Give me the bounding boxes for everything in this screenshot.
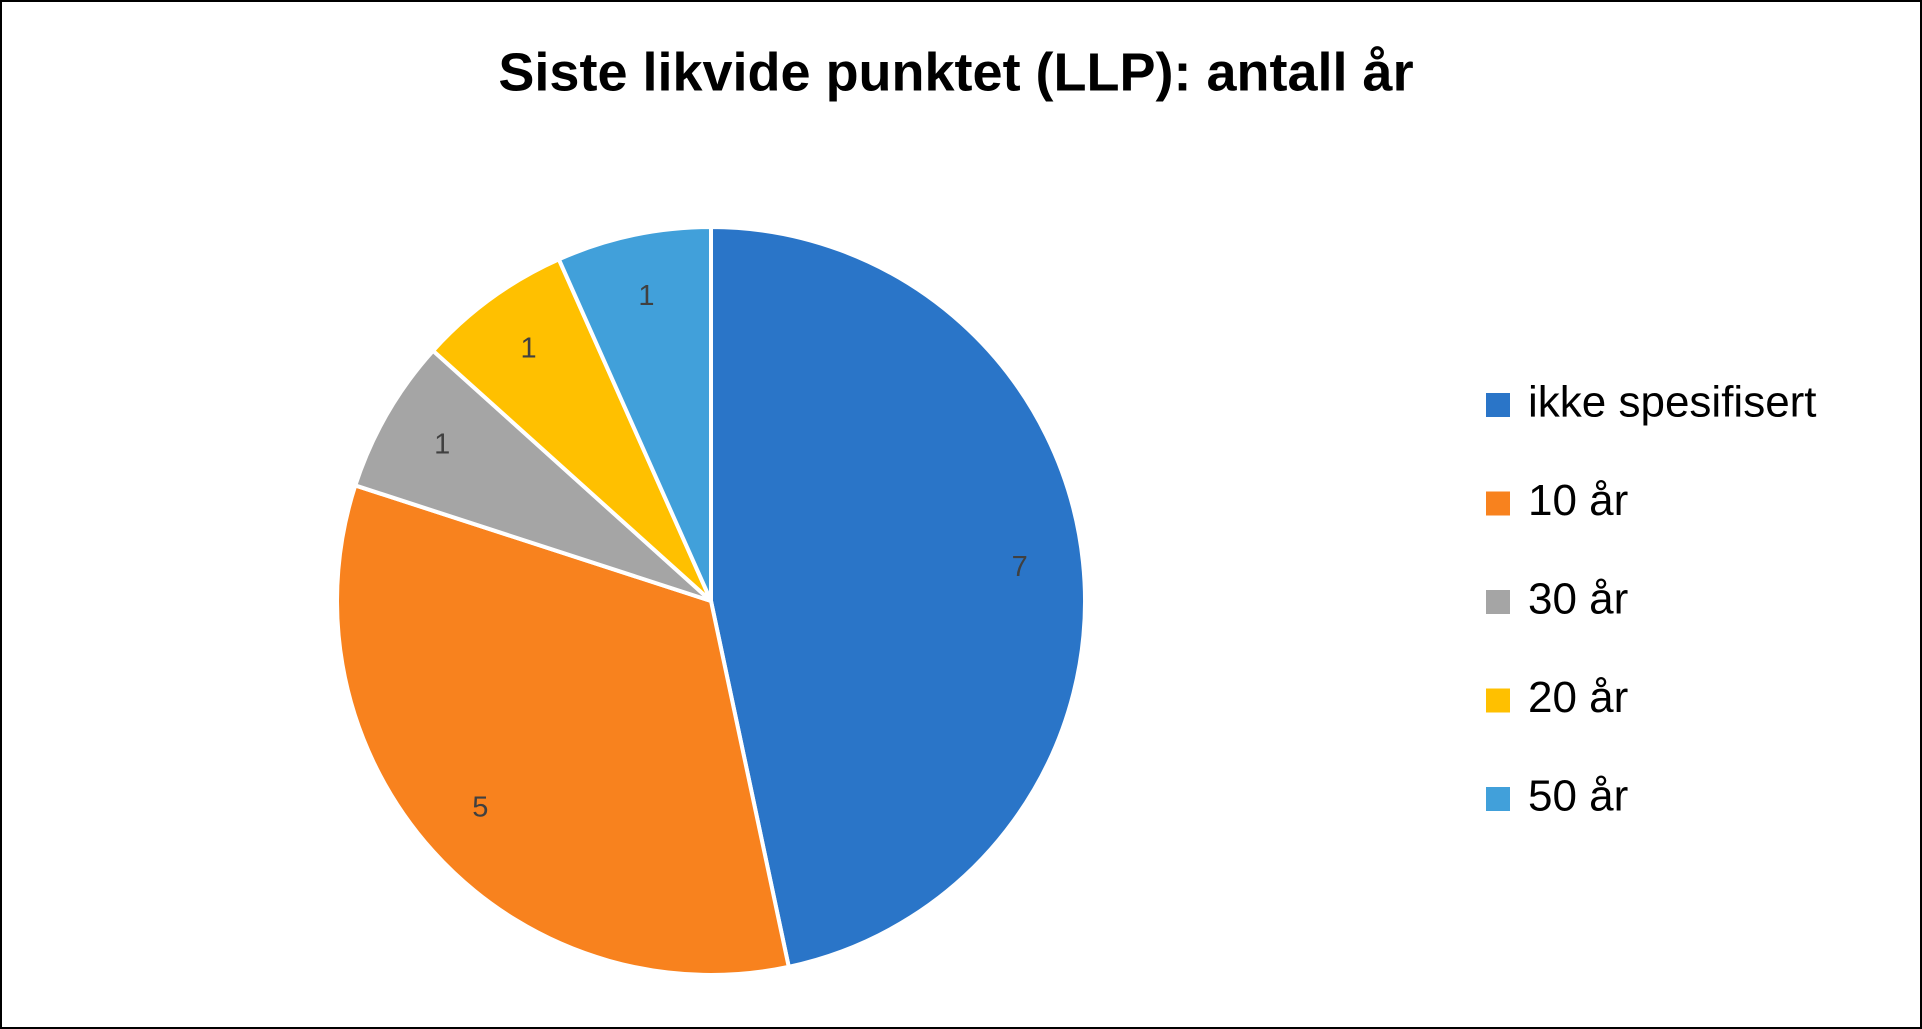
legend-swatch	[1486, 491, 1510, 516]
data-label: 1	[638, 280, 654, 312]
pie-slice	[430, 256, 713, 603]
legend-swatch	[1486, 393, 1510, 417]
legend-label: ikke spesifisert	[1528, 378, 1817, 427]
pie-slice	[352, 347, 713, 603]
legend-label: 50 år	[1528, 772, 1628, 821]
legend-label: 10 år	[1528, 476, 1628, 525]
legend-label: 30 år	[1528, 575, 1628, 624]
data-label: 5	[472, 791, 488, 823]
data-label: 1	[520, 333, 536, 365]
data-label: 1	[434, 428, 450, 460]
data-label: 7	[1012, 551, 1028, 583]
pie-slice	[709, 224, 1087, 970]
legend-swatch	[1486, 590, 1510, 614]
pie-slice	[556, 224, 713, 602]
pie-slice	[335, 482, 792, 977]
legend-swatch	[1486, 688, 1510, 713]
chart-title: Siste likvide punktet (LLP): antall år	[498, 42, 1413, 102]
legend-label: 20 år	[1528, 673, 1628, 722]
legend-swatch	[1486, 787, 1510, 811]
